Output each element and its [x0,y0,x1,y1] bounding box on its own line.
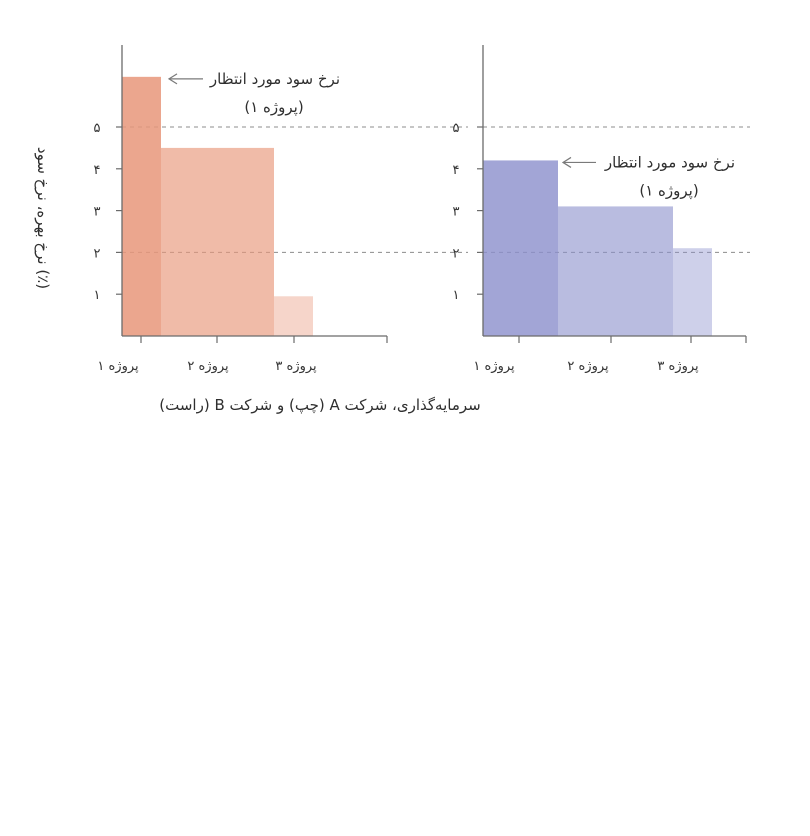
y-tick-label: ۳ [453,205,460,220]
bar-2 [558,206,673,336]
category-label: پروژه ۲ [567,359,609,374]
bar-2 [161,147,274,336]
y-tick-label: ۱ [453,288,460,303]
annotation-line-2: (پروژه ۱) [639,181,698,200]
y-tick-label: ۴ [94,163,101,178]
y-tick-label: ۲ [453,246,460,261]
category-label: پروژه ۱ [473,359,515,374]
annotation-line-1: نرخ سود مورد انتظار [209,70,340,88]
category-label: پروژه ۳ [275,359,317,374]
annotation-arrowhead [167,73,178,85]
y-tick-label: ۱ [94,288,101,303]
bar-3 [274,296,313,336]
y-tick-label: ۵ [94,121,101,136]
category-label: پروژه ۳ [657,359,699,374]
bar-1 [483,160,558,336]
y-tick-label: ۵ [453,121,460,136]
y-axis-title: نرخ بهره، نرخ سود (٪) [34,147,52,289]
y-tick-label: ۲ [94,246,101,261]
bar-1 [122,76,161,336]
annotation-arrowhead [561,156,572,168]
category-label: پروژه ۱ [97,359,139,374]
annotation-line-1: نرخ سود مورد انتظار [604,153,735,171]
left-panel-company-a: ۱ ۲ ۳ ۴ ۵ پروژه ۱ پروژه ۲ پروژه ۳ نرخ سود مورد ا… [94,45,468,374]
x-axis-title: سرمایه‌گذاری، شرکت A (چپ) و شرکت B (راست… [159,396,480,415]
bar-3 [673,248,712,336]
right-panel-company-b: ۱ ۲ ۳ ۴ ۵ پروژه ۱ پروژه ۲ پروژه ۳ نرخ سود مورد ا… [453,45,750,374]
y-tick-label: ۳ [94,205,101,220]
category-label: پروژه ۲ [187,359,229,374]
annotation-line-2: (پروژه ۱) [244,98,303,117]
y-tick-label: ۴ [453,163,460,178]
